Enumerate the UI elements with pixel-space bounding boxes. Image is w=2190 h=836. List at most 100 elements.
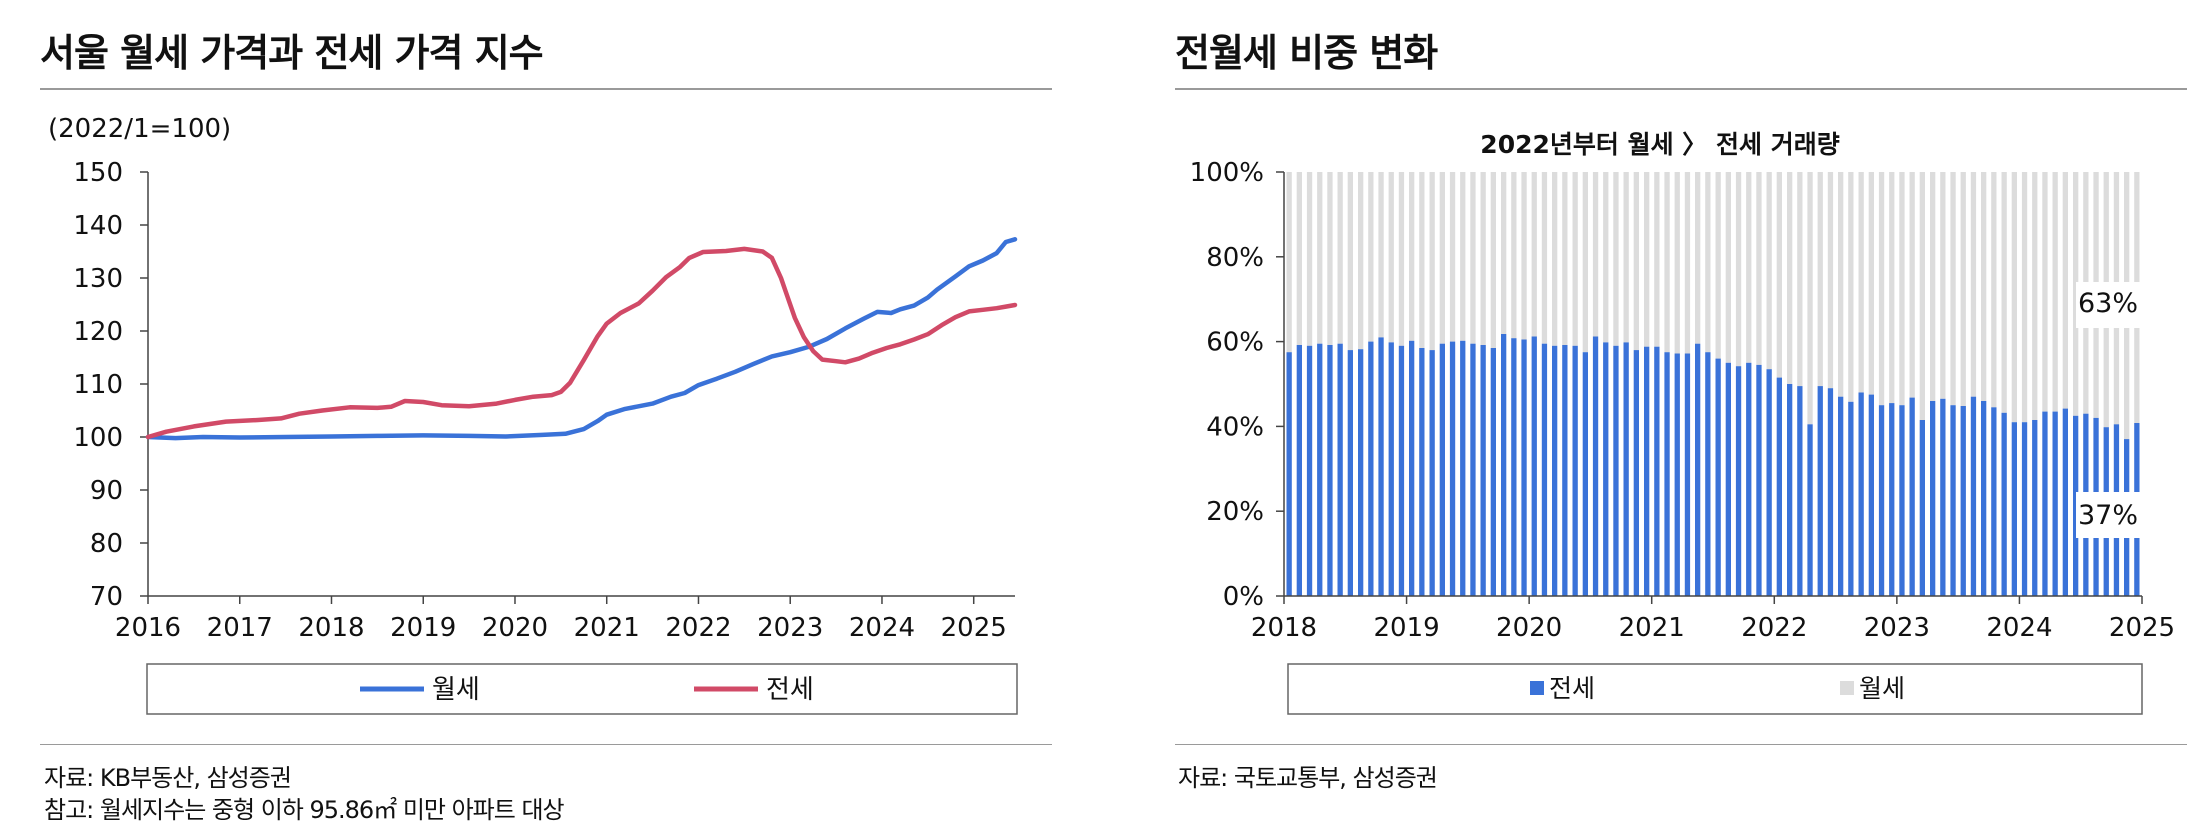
bar-wolse [1950, 172, 1956, 406]
bar-jeonse [1470, 343, 1476, 596]
y-tick-label: 130 [73, 264, 123, 294]
jeonse-line [145, 246, 1018, 440]
bar-wolse [1909, 172, 1915, 398]
bar-jeonse [1930, 401, 1936, 596]
bar-wolse [1930, 172, 1936, 401]
y-tick-label: 60% [1206, 328, 1264, 358]
bar-wolse [1592, 172, 1599, 337]
bar-wolse [1358, 172, 1364, 350]
bar-jeonse [1398, 345, 1405, 596]
bar-wolse [1572, 172, 1578, 346]
bar-jeonse [1378, 337, 1384, 596]
right-source-note: 자료: 국토교통부, 삼성증권 [1178, 764, 1438, 792]
bar-wolse [1613, 172, 1619, 346]
bar-wolse [1695, 172, 1701, 344]
bar-jeonse [1511, 338, 1517, 596]
bar-jeonse [1358, 349, 1364, 596]
bar-jeonse [1960, 406, 1966, 596]
x-tick-label: 2017 [207, 613, 273, 643]
bar-wolse [1868, 172, 1874, 395]
x-tick-label: 2025 [941, 613, 1007, 643]
bar-jeonse [1490, 348, 1496, 596]
bar-wolse [1327, 172, 1333, 345]
bar-jeonse [1419, 348, 1425, 596]
bar-wolse [1787, 172, 1793, 384]
bar-jeonse [1970, 396, 1977, 596]
bar-jeonse [1674, 353, 1680, 596]
bar-wolse [1490, 172, 1496, 348]
left-footer-rule [40, 744, 1052, 745]
y-tick-label: 90 [90, 476, 123, 506]
bar-wolse [2021, 172, 2028, 423]
x-tick-label: 2022 [665, 613, 731, 643]
bar-jeonse [1695, 343, 1701, 596]
bar-jeonse [2052, 411, 2058, 596]
bar-jeonse [1460, 340, 1466, 596]
legend-swatch-wolse [1840, 681, 1854, 695]
bar-wolse [1531, 172, 1537, 337]
bar-jeonse [1633, 350, 1639, 596]
bar-wolse [1633, 172, 1639, 351]
bar-wolse [1817, 172, 1823, 387]
bar-jeonse [2062, 408, 2068, 596]
bar-chart-subtitle: 2022년부터 월세 〉 전세 거래량 [1480, 130, 1839, 159]
bar-wolse [1644, 172, 1650, 347]
bar-wolse [1388, 172, 1394, 343]
bar-jeonse [1787, 384, 1793, 596]
line-series [145, 237, 1018, 441]
bar-jeonse [1746, 362, 1752, 596]
bar-jeonse [1868, 394, 1874, 596]
bar-wolse [1398, 172, 1405, 346]
x-tick-label: 2022 [1741, 613, 1807, 643]
bar-jeonse [1562, 345, 1568, 596]
y-tick-label: 120 [73, 317, 123, 347]
bar-jeonse [1439, 343, 1445, 596]
right-title-rule [1175, 88, 2187, 90]
bar-jeonse [1347, 350, 1353, 596]
bar-wolse [1347, 172, 1353, 351]
x-tick-label: 2021 [574, 613, 640, 643]
right-chart-title: 전월세 비중 변화 [1175, 31, 1438, 75]
bar-wolse [1317, 172, 1323, 344]
bar-wolse [1970, 172, 1977, 397]
bar-wolse [1766, 172, 1772, 370]
bar-wolse [1735, 172, 1742, 367]
bar-wolse [1838, 172, 1844, 397]
bar-jeonse [1858, 392, 1864, 596]
bar-jeonse [1919, 420, 1925, 596]
bar-wolse [1674, 172, 1680, 354]
bar-jeonse [1715, 358, 1721, 596]
y-axis: 150 140 130 120 110 100 90 80 70 [73, 158, 149, 612]
bar-wolse [2001, 172, 2007, 413]
bar-jeonse [1521, 339, 1527, 596]
right-footer-rule [1175, 744, 2187, 745]
bar-wolse [1603, 172, 1609, 343]
bar-wolse [1848, 172, 1854, 402]
bar-jeonse [1940, 398, 1946, 596]
x-tick-label: 2019 [1373, 613, 1439, 643]
legend-label-jeonse: 전세 [1549, 674, 1595, 703]
bar-wolse [1878, 172, 1885, 406]
bar-jeonse [1889, 403, 1895, 596]
y-tick-label: 80 [90, 529, 123, 559]
x-tick-label: 2021 [1619, 613, 1685, 643]
bar-jeonse [1531, 336, 1537, 596]
bar-jeonse [2073, 415, 2079, 596]
annotation-jeonse-share: 37% [2078, 500, 2138, 531]
bar-jeonse [1827, 388, 1834, 596]
bar-jeonse [1501, 334, 1507, 596]
bar-series [1286, 172, 2142, 596]
bar-wolse [1797, 172, 1803, 387]
y-tick-label: 70 [90, 582, 123, 612]
bar-wolse [2032, 172, 2038, 420]
bar-jeonse [1807, 424, 1813, 596]
bar-wolse [1991, 172, 1997, 408]
bar-wolse [1899, 172, 1905, 406]
bar-wolse [1960, 172, 1966, 406]
bar-jeonse [1797, 386, 1803, 596]
bar-wolse [1378, 172, 1384, 338]
bar-wolse [2042, 172, 2048, 412]
bar-jeonse [1725, 362, 1731, 596]
legend-label-wolse: 월세 [432, 675, 480, 705]
